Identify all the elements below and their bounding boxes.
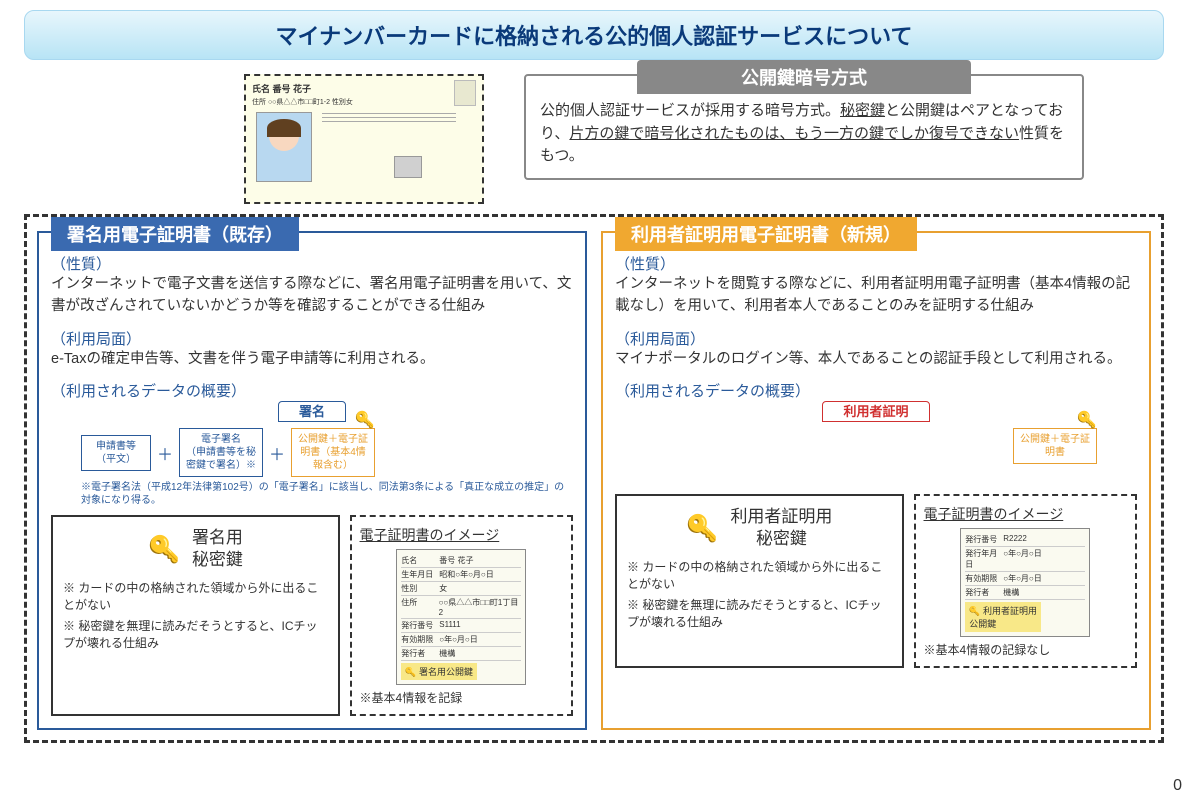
signature-cert-box: 署名用電子証明書（既存） （性質） インターネットで電子文書を送信する際などに、… — [37, 231, 587, 730]
nature-text: インターネットを閲覧する際などに、利用者証明用電子証明書（基本4情報の記載なし）… — [615, 274, 1137, 318]
key-note-1: ※ カードの中の格納された領域から外に出ることがない — [627, 558, 892, 592]
crypto-body: 公的個人認証サービスが採用する暗号方式。秘密鍵と公開鍵はペアとなっており、片方の… — [526, 100, 1082, 178]
data-label: （利用されるデータの概要） — [615, 380, 1137, 401]
key-icon: 🔑 — [355, 410, 375, 430]
page-number: 0 — [1173, 777, 1182, 795]
key-icon: 🔑 — [148, 534, 180, 565]
use-text: マイナポータルのログイン等、本人であることの認証手段として利用される。 — [615, 349, 1137, 371]
key-note-2: ※ 秘密鍵を無理に読みだそうとすると、ICチップが壊れる仕組み — [627, 596, 892, 630]
main-dashed-container: 署名用電子証明書（既存） （性質） インターネットで電子文書を送信する際などに、… — [24, 214, 1164, 743]
key-icon: 🔑 — [686, 513, 718, 544]
crypto-header: 公開鍵暗号方式 — [637, 60, 971, 94]
signature-cert-image: 電子証明書のイメージ 氏名番号 花子生年月日昭和○年○月○日性別女住所○○県△△… — [350, 515, 573, 716]
pubkey-cert-box: 公開鍵＋電子証明書 — [1013, 428, 1097, 464]
key-icon: 🔑 — [1077, 410, 1097, 430]
signature-tab: 署名 — [278, 401, 346, 422]
key-note-1: ※ カードの中の格納された領域から外に出ることがない — [63, 579, 328, 613]
data-label: （利用されるデータの概要） — [51, 380, 573, 401]
user-auth-cert-box: 利用者証明用電子証明書（新規） （性質） インターネットを閲覧する際などに、利用… — [601, 231, 1151, 730]
nature-text: インターネットで電子文書を送信する際などに、署名用電子証明書を用いて、文書が改ざ… — [51, 274, 573, 318]
signature-law-footnote: ※電子署名法（平成12年法律第102号）の「電子署名」に該当し、同法第3条による… — [81, 481, 573, 507]
top-row: 氏名 番号 花子 住所 ○○県△△市□□町1-2 性別女 公開鍵暗号方式 公的個… — [24, 74, 1164, 204]
nature-label: （性質） — [51, 253, 573, 274]
nature-label: （性質） — [615, 253, 1137, 274]
pubkey-cert-box: 公開鍵＋電子証明書（基本4情報含む） — [291, 428, 375, 477]
use-label: （利用局面） — [615, 328, 1137, 349]
key-note-2: ※ 秘密鍵を無理に読みだそうとすると、ICチップが壊れる仕組み — [63, 617, 328, 651]
digital-signature-box: 電子署名（申請書等を秘密鍵で署名）※ — [179, 428, 263, 477]
user-auth-cert-header: 利用者証明用電子証明書（新規） — [615, 217, 917, 251]
plus-icon: ＋ — [269, 441, 285, 465]
user-auth-tab: 利用者証明 — [822, 401, 929, 422]
user-auth-cert-image: 電子証明書のイメージ 発行番号R2222発行年月日○年○月○日有効期限○年○月○… — [914, 494, 1137, 668]
signature-cert-header: 署名用電子証明書（既存） — [51, 217, 299, 251]
page-title: マイナンバーカードに格納される公的個人認証サービスについて — [24, 10, 1164, 60]
signature-data-diagram: 署名 申請書等（平文） ＋ 電子署名（申請書等を秘密鍵で署名）※ ＋ 🔑 公開鍵… — [51, 401, 573, 477]
user-auth-secret-key-box: 🔑 利用者証明用秘密鍵 ※ カードの中の格納された領域から外に出ることがない ※… — [615, 494, 904, 668]
plaintext-box: 申請書等（平文） — [81, 435, 151, 471]
plus-icon: ＋ — [157, 441, 173, 465]
mynumber-card-illustration: 氏名 番号 花子 住所 ○○県△△市□□町1-2 性別女 — [244, 74, 484, 204]
use-label: （利用局面） — [51, 328, 573, 349]
signature-secret-key-box: 🔑 署名用秘密鍵 ※ カードの中の格納された領域から外に出ることがない ※ 秘密… — [51, 515, 340, 716]
use-text: e-Taxの確定申告等、文書を伴う電子申請等に利用される。 — [51, 349, 573, 371]
crypto-explainer: 公開鍵暗号方式 公的個人認証サービスが採用する暗号方式。秘密鍵と公開鍵はペアとな… — [524, 74, 1084, 180]
user-auth-data-diagram: 利用者証明 🔑 公開鍵＋電子証明書 — [615, 401, 1137, 464]
